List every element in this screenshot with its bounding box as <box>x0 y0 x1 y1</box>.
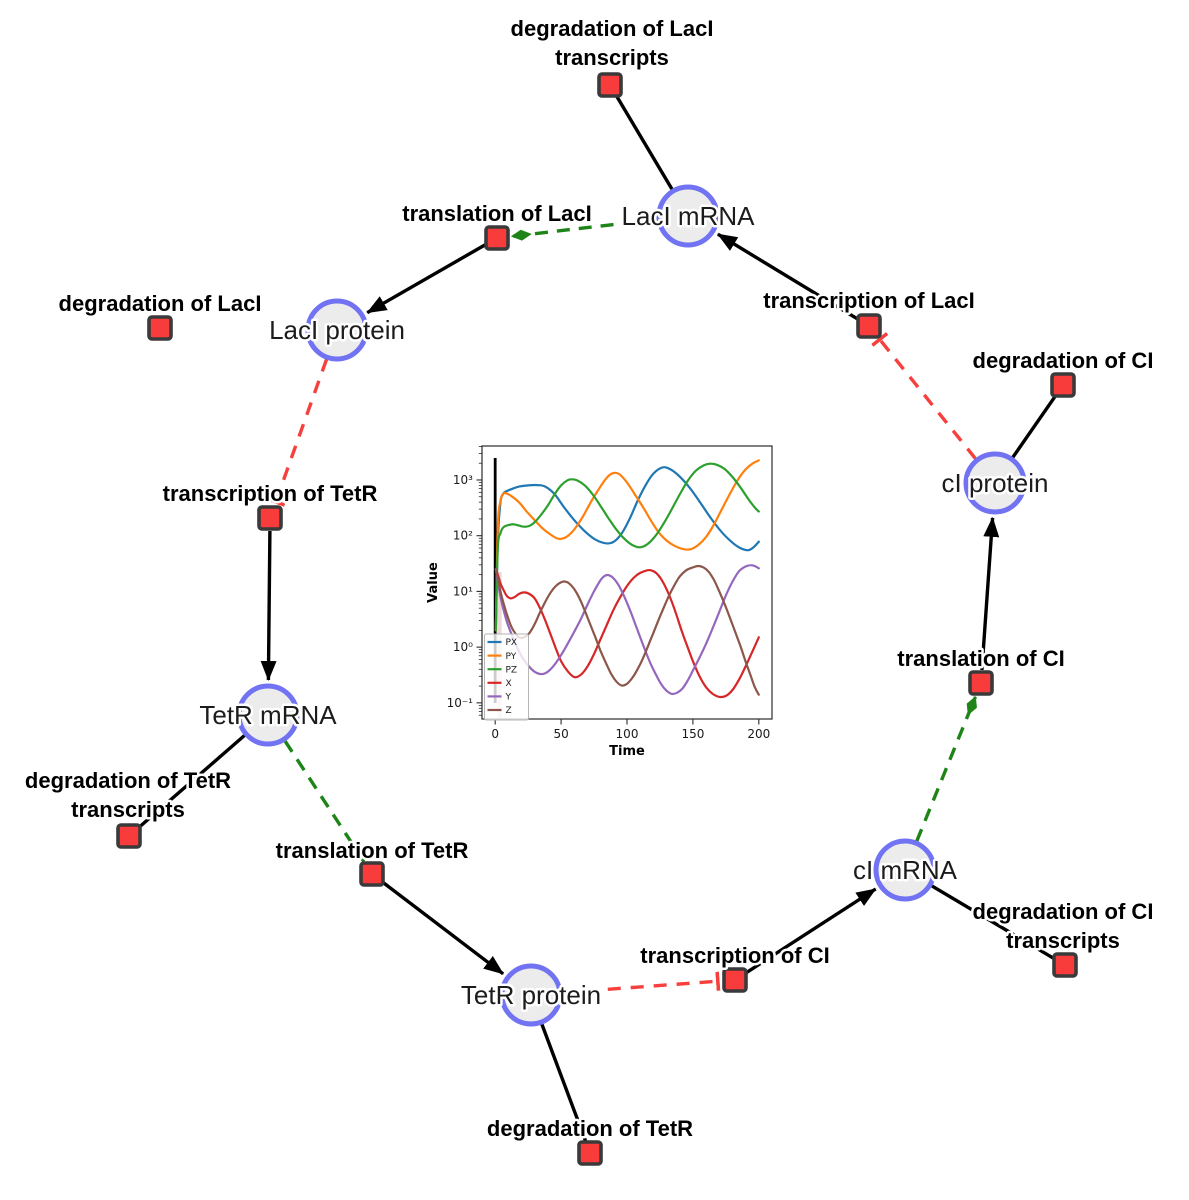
reaction-label-transc_ci: transcription of CI <box>640 943 829 968</box>
legend-label-PY: PY <box>506 652 517 662</box>
species-label-ci_protein: cI protein <box>942 468 1049 498</box>
reaction-node-transc_tetr <box>257 505 283 531</box>
reaction-node-transl_ci <box>968 670 994 696</box>
edge-consumption-ci_mrna-to-deg_ci_tx <box>930 884 1055 960</box>
series-line-Z <box>494 564 760 696</box>
plot-area <box>482 446 772 719</box>
y-tick-label: 10³ <box>453 473 473 487</box>
edge-production-transc_tetr-to-tetr_mrna <box>260 530 277 681</box>
reaction-label-deg_tetr: degradation of TetR <box>487 1116 693 1141</box>
species-node-tetr_protein <box>499 963 563 1027</box>
series-line-X <box>494 568 760 699</box>
reaction-node-deg_ci_tx <box>1052 952 1078 978</box>
x-tick-label: 100 <box>616 727 639 741</box>
reaction-label-transc_laci: transcription of LacI <box>763 288 974 313</box>
legend-label-Y: Y <box>505 693 512 703</box>
species-node-tetr_mrna <box>236 683 300 747</box>
series-line-PX <box>494 466 760 632</box>
series-line-PY <box>494 459 760 632</box>
reaction-label-deg_laci: degradation of LacI <box>59 291 262 316</box>
species-label-tetr_protein: TetR protein <box>461 980 601 1010</box>
species-label-laci_mrna: LacI mRNA <box>622 201 756 231</box>
y-tick-label: 10¹ <box>453 584 473 598</box>
legend-label-PZ: PZ <box>506 665 518 675</box>
reaction-node-transc_laci <box>856 313 882 339</box>
reaction-label-transl_laci: translation of LacI <box>402 201 591 226</box>
species-label-laci_protein: LacI protein <box>269 315 405 345</box>
edge-modifier-tetr_mrna-to-transl_tetr <box>283 739 366 863</box>
edge-production-transc_ci-to-ci_mrna <box>744 887 877 975</box>
x-axis-label: Time <box>609 744 645 759</box>
edge-production-transl_ci-to-ci_protein <box>980 516 1000 671</box>
species-node-ci_mrna <box>873 838 937 902</box>
reaction-label-transc_tetr: transcription of TetR <box>163 481 378 506</box>
nodes-layer <box>116 72 1078 1166</box>
reaction-node-deg_ci <box>1050 372 1076 398</box>
y-tick-label: 10² <box>453 529 473 543</box>
series-line-PZ <box>494 462 760 632</box>
species-label-ci_mrna: cI mRNA <box>853 855 958 885</box>
species-node-laci_mrna <box>656 184 720 248</box>
plot-frame <box>481 445 773 720</box>
reaction-node-deg_laci_tx <box>597 72 623 98</box>
y-axis-label: Value <box>426 562 441 603</box>
reaction-node-deg_tetr_tx <box>116 823 142 849</box>
reaction-node-deg_tetr <box>577 1140 603 1166</box>
x-tick-label: 50 <box>553 727 568 741</box>
y-tick-label: 10⁰ <box>453 640 473 654</box>
reaction-label-deg_laci_tx: degradation of LacI transcripts <box>511 16 714 70</box>
reaction-label-deg_tetr_tx: degradation of TetR transcripts <box>25 768 231 822</box>
labels-layer: LacI mRNA LacI protein cI protein TetR mRNA… <box>22 14 1156 1144</box>
edge-inhibition-ci_protein-to-transc_laci <box>871 332 977 460</box>
edge-inhibition-tetr_protein-to-transc_ci <box>561 971 721 995</box>
y-tick-label: 10⁻¹ <box>447 696 474 710</box>
edge-inhibition-laci_protein-to-transc_tetr <box>266 358 329 507</box>
reaction-label-deg_ci: degradation of CI <box>973 348 1154 373</box>
x-tick-label: 0 <box>491 727 499 741</box>
edge-production-transl_tetr-to-tetr_protein <box>381 880 505 976</box>
edge-production-transl_laci-to-laci_protein <box>366 243 487 315</box>
edge-production-transc_laci-to-laci_mrna <box>717 232 859 321</box>
reaction-label-transl_tetr: translation of TetR <box>276 838 469 863</box>
edge-modifier-ci_mrna-to-transl_ci <box>915 695 977 842</box>
reaction-node-transl_laci <box>484 225 510 251</box>
edge-consumption-ci_protein-to-deg_ci <box>1011 394 1057 459</box>
reaction-node-transl_tetr <box>359 861 385 887</box>
reaction-node-deg_laci <box>147 315 173 341</box>
reaction-label-deg_ci_tx: degradation of CI transcripts <box>973 899 1154 953</box>
edge-consumption-laci_mrna-to-deg_laci_tx <box>615 95 674 191</box>
species-node-laci_protein <box>305 298 369 362</box>
legend-label-X: X <box>506 679 512 689</box>
species-label-tetr_mrna: TetR mRNA <box>199 700 337 730</box>
edge-modifier-laci_mrna-to-transl_laci <box>510 217 658 241</box>
species-node-ci_protein <box>963 451 1027 515</box>
reaction-node-transc_ci <box>722 967 748 993</box>
edge-consumption-tetr_mrna-to-deg_tetr_tx <box>137 734 246 829</box>
x-tick-label: 200 <box>747 727 770 741</box>
reaction-label-transl_ci: translation of CI <box>897 646 1064 671</box>
x-tick-label: 150 <box>681 727 704 741</box>
legend-label-Z: Z <box>506 706 512 716</box>
edges-layer <box>137 95 1057 1142</box>
inset-timeseries-chart: 0 50 100 150 200 10³ 10² 10¹ 10⁰ 10⁻¹ Time Value PX P… <box>426 445 773 759</box>
edge-consumption-tetr_protein-to-deg_tetr <box>540 1023 588 1142</box>
legend-label-PX: PX <box>506 638 518 648</box>
